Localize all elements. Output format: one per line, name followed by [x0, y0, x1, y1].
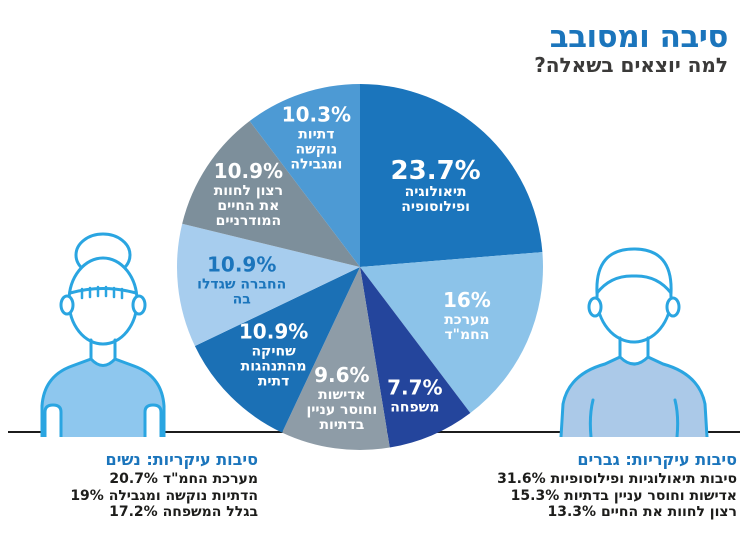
- woman-ear-left: [59, 294, 75, 316]
- pie-slice: [182, 121, 360, 267]
- pie-slice-label: 10.9% שחיקה מהתנהגות דתית: [239, 319, 308, 389]
- woman-neck: [89, 338, 117, 361]
- legend-men: סיבות עיקריות: גברים סיבות תיאולוגיות ופ…: [407, 450, 737, 521]
- stat-line: רצון לחוות את החיים 13.3%: [407, 504, 737, 521]
- man-shirt: [559, 355, 709, 437]
- man-ear-right: [665, 296, 681, 318]
- pie-slice: [360, 252, 544, 413]
- stat-line: הדתיות נוקשה ומגבילה 19%: [0, 488, 258, 505]
- legend-women-title: סיבות עיקריות: נשים: [105, 450, 258, 469]
- man-hair: [595, 247, 673, 295]
- pie-slice-label: 16% מערכת החמ"ד: [443, 288, 491, 343]
- legend-men-title: סיבות עיקריות: גברים: [577, 450, 737, 469]
- pie-slice-label: 10.3% דתיות נוקשה ומגבילה: [282, 102, 351, 172]
- woman-arm-right: [143, 403, 163, 437]
- pie-slice: [360, 84, 543, 267]
- stat-label: בגלל המשפחה: [162, 504, 258, 520]
- pie-chart: 23.7% תיאולוגיה ופילוסופיה 16% מערכת החמ"ד 7.7…: [170, 77, 550, 457]
- pie-slice-label: 7.7% משפחה: [387, 375, 442, 415]
- legend-women: סיבות עיקריות: נשים מערכת החמ"ד 20.7% הדת…: [0, 450, 258, 521]
- woman-head: [67, 256, 139, 346]
- man-figure-icon: [559, 247, 709, 437]
- legend-men-lines: סיבות תיאולוגיות ופילוסופיות 31.6% אדישות…: [407, 471, 737, 521]
- stat-line: בגלל המשפחה 17.2%: [0, 504, 258, 521]
- page-title: סיבה ומסובב: [549, 19, 729, 55]
- woman-figure-icon: [40, 232, 166, 437]
- pie-slice: [282, 267, 390, 450]
- stat-label: הדתיות נוקשה ומגבילה: [108, 487, 258, 504]
- stat-percentage: 13.3%: [547, 504, 597, 520]
- stat-percentage: 31.6%: [497, 471, 546, 487]
- stat-label: רצון לחוות את החיים: [600, 504, 737, 520]
- pie-slice: [194, 267, 360, 433]
- pie-chart-svg: 23.7% תיאולוגיה ופילוסופיה 16% מערכת החמ"ד7.7…: [176, 84, 544, 450]
- stat-percentage: 17.2%: [109, 504, 158, 520]
- man-figure: [553, 232, 715, 437]
- stat-percentage: 15.3%: [510, 487, 560, 504]
- stat-label: מערכת החמ"ד: [162, 471, 258, 487]
- page-subtitle: למה יוצאים בשאלה?: [534, 53, 728, 77]
- pie-slice-label: 10.9% רצון לחוות את החיים המודרניים: [214, 159, 283, 229]
- pie-slice-label: 23.7% תיאולוגיה ופילוסופיה: [391, 156, 481, 215]
- stat-percentage: 20.7%: [109, 471, 158, 487]
- stat-label: אדישות וחוסר עניין בדתיות: [564, 487, 737, 504]
- woman-hairline: [68, 287, 138, 295]
- man-shirt-seams: [588, 398, 680, 437]
- woman-arm-left: [43, 403, 63, 437]
- stat-line: מערכת החמ"ד 20.7%: [0, 471, 258, 488]
- pie-slice: [176, 223, 360, 346]
- stat-line: אדישות וחוסר עניין בדתיות 15.3%: [407, 488, 737, 505]
- stat-line: סיבות תיאולוגיות ופילוסופיות 31.6%: [407, 471, 737, 488]
- stat-percentage: 19%: [70, 487, 104, 504]
- legend-women-lines: מערכת החמ"ד 20.7% הדתיות נוקשה ומגבילה 19…: [0, 471, 258, 521]
- pie-slice-label: 9.6% אדישות וחוסר עניין בדתיות: [306, 363, 377, 433]
- man-ear-left: [587, 296, 603, 318]
- pie-slice-label: 10.9% החברה שגדלו בה: [197, 252, 286, 307]
- woman-fringe: [80, 285, 124, 300]
- pie-slice: [249, 84, 360, 267]
- woman-shirt: [40, 357, 166, 437]
- header: סיבה ומסובב למה יוצאים בשאלה?: [534, 22, 728, 77]
- man-neck: [618, 336, 650, 359]
- woman-figure: [36, 230, 170, 437]
- woman-ear-right: [131, 294, 147, 316]
- stat-label: סיבות תיאולוגיות ופילוסופיות: [550, 471, 737, 487]
- pie-slice: [360, 267, 471, 448]
